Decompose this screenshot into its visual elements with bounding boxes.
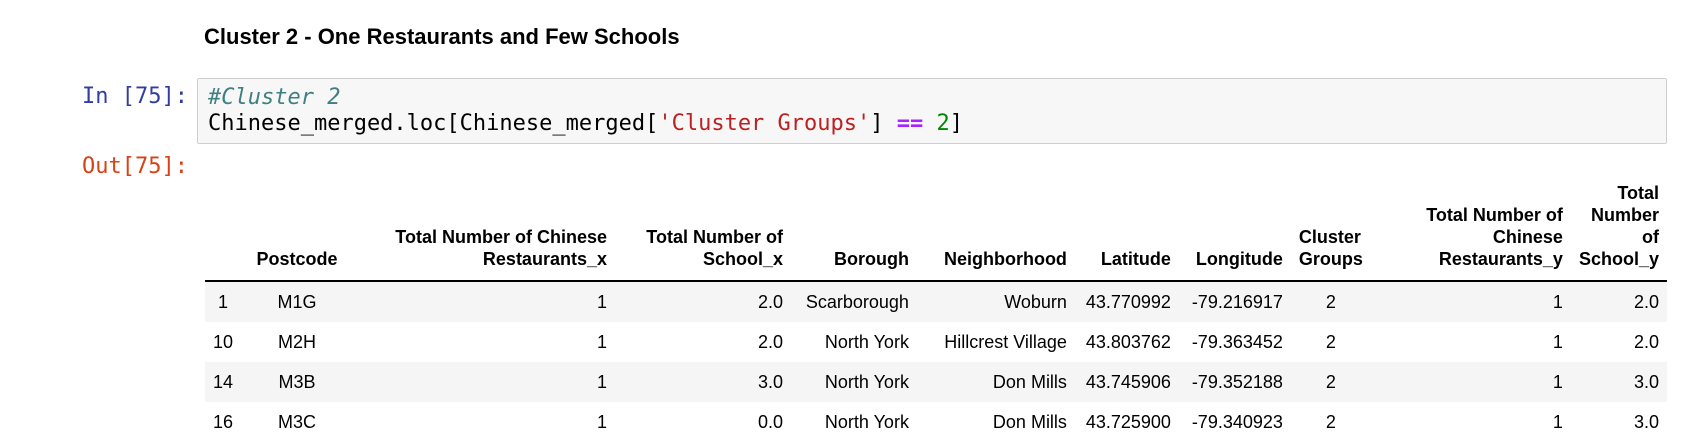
code-operator: ==: [896, 111, 924, 136]
cell-restaurants-x: 1: [596, 371, 607, 392]
row-index: 14: [213, 371, 234, 392]
table-header-row: Postcode Total Number of Chinese Restaur…: [205, 174, 1667, 282]
table-row: 1 M1G 1 2.0 Scarborough Woburn 43.770992…: [205, 281, 1667, 322]
cell-latitude: 43.803762: [1085, 331, 1171, 352]
code-text: Chinese_merged.loc[Chinese_merged[: [208, 111, 659, 136]
cell-restaurants-y: 1: [1552, 291, 1563, 312]
code-cell-editor[interactable]: #Cluster 2 Chinese_merged.loc[Chinese_me…: [197, 78, 1667, 144]
row-index: 1: [218, 291, 229, 312]
cell-neighborhood: Woburn: [1004, 291, 1067, 312]
cell-school-y: 3.0: [1633, 371, 1659, 392]
column-header-restaurants-y: Total Number of Chinese Restaurants_y: [1370, 174, 1571, 282]
cell-latitude: 43.745906: [1085, 371, 1171, 392]
cell-latitude: 43.770992: [1085, 291, 1171, 312]
cell-cluster-groups: 2: [1325, 411, 1336, 432]
cell-school-y: 3.0: [1633, 411, 1659, 432]
cell-longitude: -79.352188: [1191, 371, 1283, 392]
cell-neighborhood: Hillcrest Village: [944, 331, 1067, 352]
cell-restaurants-y: 1: [1552, 371, 1563, 392]
cell-postcode: M2H: [278, 331, 317, 352]
cell-cluster-groups: 2: [1325, 371, 1336, 392]
column-header-index: [205, 174, 242, 282]
table-row: 10 M2H 1 2.0 North York Hillcrest Villag…: [205, 322, 1667, 362]
cell-latitude: 43.725900: [1085, 411, 1171, 432]
code-text: ]: [949, 111, 964, 136]
dataframe-output: Postcode Total Number of Chinese Restaur…: [205, 174, 1667, 442]
table-row: 14 M3B 1 3.0 North York Don Mills 43.745…: [205, 362, 1667, 402]
cell-school-x: 3.0: [757, 371, 783, 392]
column-header-school-y: Total Number of School_y: [1570, 174, 1667, 282]
cell-school-y: 2.0: [1633, 331, 1659, 352]
cell-longitude: -79.340923: [1191, 411, 1283, 432]
cell-longitude: -79.363452: [1191, 331, 1283, 352]
column-header-restaurants-x: Total Number of Chinese Restaurants_x: [353, 174, 615, 282]
code-string: 'Cluster Groups': [658, 111, 871, 136]
code-number: 2: [936, 111, 950, 136]
cell-borough: North York: [824, 411, 909, 432]
output-prompt: Out[75]:: [82, 154, 188, 179]
column-header-postcode: Postcode: [241, 174, 354, 282]
cell-neighborhood: Don Mills: [992, 371, 1067, 392]
cell-borough: North York: [824, 371, 909, 392]
cell-neighborhood: Don Mills: [992, 411, 1067, 432]
column-header-school-x: Total Number of School_x: [614, 174, 791, 282]
cell-school-x: 2.0: [757, 331, 783, 352]
cell-school-y: 2.0: [1633, 291, 1659, 312]
column-header-borough: Borough: [790, 174, 917, 282]
cell-restaurants-x: 1: [596, 411, 607, 432]
table-row: 16 M3C 1 0.0 North York Don Mills 43.725…: [205, 402, 1667, 442]
cell-restaurants-y: 1: [1552, 331, 1563, 352]
cell-postcode: M3C: [278, 411, 317, 432]
cell-restaurants-x: 1: [596, 291, 607, 312]
cell-postcode: M1G: [277, 291, 317, 312]
column-header-neighborhood: Neighborhood: [916, 174, 1075, 282]
section-heading: Cluster 2 - One Restaurants and Few Scho…: [204, 24, 680, 49]
cell-postcode: M3B: [278, 371, 316, 392]
cell-cluster-groups: 2: [1325, 331, 1336, 352]
cell-longitude: -79.216917: [1191, 291, 1283, 312]
cell-borough: Scarborough: [805, 291, 909, 312]
code-space: [923, 111, 936, 136]
column-header-longitude: Longitude: [1178, 174, 1291, 282]
column-header-cluster-groups: Cluster Groups: [1290, 174, 1371, 282]
cell-restaurants-x: 1: [596, 331, 607, 352]
cell-borough: North York: [824, 331, 909, 352]
code-text: ]: [870, 111, 897, 136]
cell-cluster-groups: 2: [1325, 291, 1336, 312]
cell-school-x: 2.0: [757, 291, 783, 312]
row-index: 16: [213, 411, 234, 432]
row-index: 10: [213, 331, 234, 352]
cell-school-x: 0.0: [757, 411, 783, 432]
code-comment: #Cluster 2: [208, 85, 341, 110]
input-prompt: In [75]:: [82, 84, 188, 109]
column-header-latitude: Latitude: [1074, 174, 1179, 282]
cell-restaurants-y: 1: [1552, 411, 1563, 432]
